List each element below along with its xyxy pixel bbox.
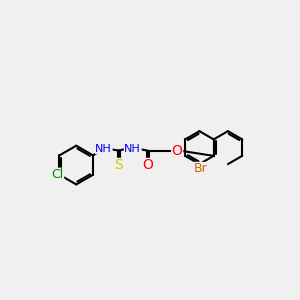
Text: Cl: Cl xyxy=(51,168,64,181)
Text: O: O xyxy=(172,143,183,158)
Text: NH: NH xyxy=(95,144,112,154)
Text: S: S xyxy=(114,158,123,172)
Text: O: O xyxy=(142,158,153,172)
Text: Br: Br xyxy=(194,162,207,176)
Text: NH: NH xyxy=(124,144,141,154)
